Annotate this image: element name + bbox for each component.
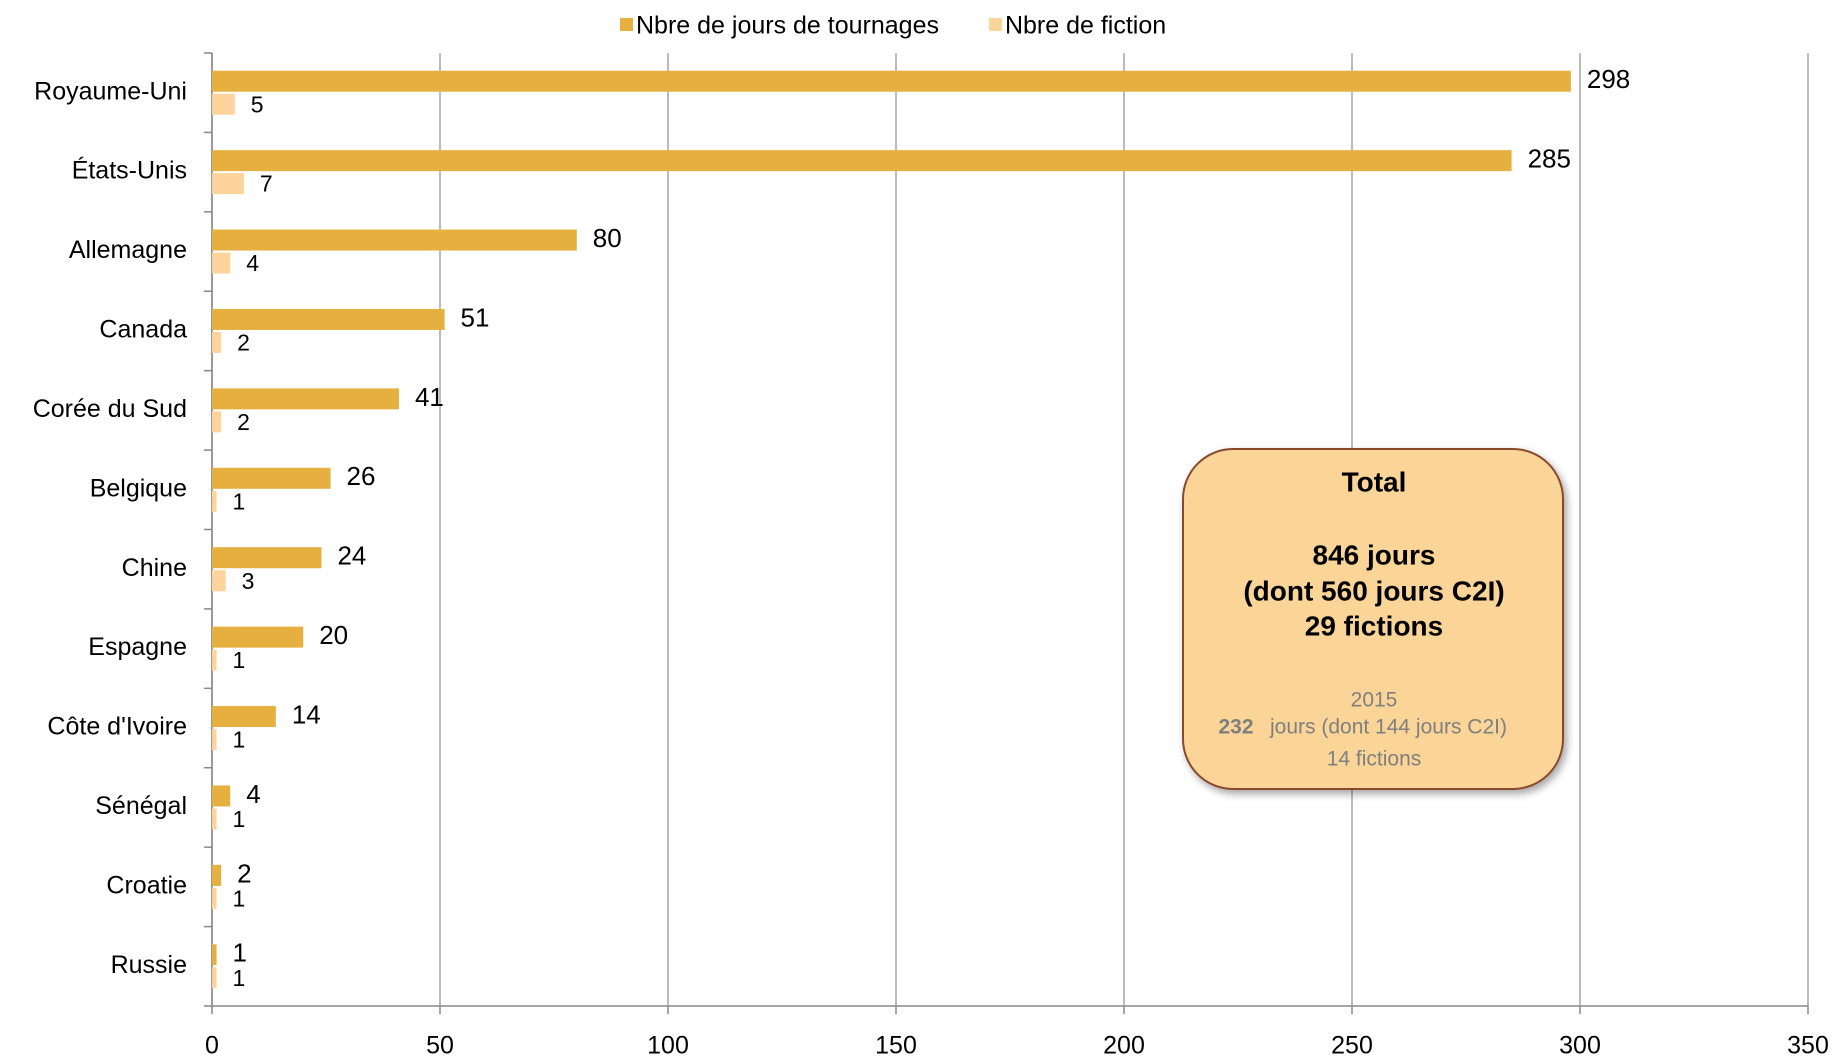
y-tick-label: États-Unis <box>72 156 187 185</box>
bar <box>212 308 445 330</box>
legend-swatch <box>988 18 1002 31</box>
value-label: 5 <box>251 91 264 117</box>
bar <box>212 808 217 830</box>
value-label: 2 <box>237 330 250 356</box>
value-label: 298 <box>1587 64 1630 94</box>
y-tick-label: Royaume-Uni <box>34 77 187 105</box>
annotation-days-detail: jours (dont 144 jours C2I) <box>1269 716 1507 739</box>
value-label: 2 <box>237 409 250 435</box>
bar <box>212 150 1512 172</box>
annotation-line: 29 fictions <box>1305 610 1443 641</box>
value-label: 3 <box>242 568 255 594</box>
value-label: 4 <box>246 250 259 276</box>
bar <box>212 173 244 195</box>
bar <box>212 706 276 728</box>
x-tick-label: 300 <box>1559 1032 1601 1060</box>
bar <box>212 967 217 989</box>
annotation-line: 846 jours <box>1313 539 1436 570</box>
x-tick-label: 0 <box>205 1032 219 1060</box>
bar <box>212 547 322 569</box>
bar <box>212 93 235 115</box>
y-tick-label: Espagne <box>88 633 187 661</box>
annotation-title: Total <box>1342 466 1407 497</box>
value-label: 1 <box>233 488 246 514</box>
value-label: 20 <box>319 620 348 650</box>
x-tick-label: 50 <box>426 1032 454 1060</box>
value-label: 1 <box>233 938 247 968</box>
value-label: 1 <box>233 885 246 911</box>
value-label: 285 <box>1528 144 1571 174</box>
bar <box>212 864 222 886</box>
value-label: 24 <box>337 541 366 571</box>
y-tick-label: Russie <box>111 951 187 979</box>
value-label: 51 <box>461 302 490 332</box>
annotation-box <box>1182 448 1564 790</box>
x-tick-label: 250 <box>1331 1032 1373 1060</box>
value-label: 14 <box>292 699 321 729</box>
y-tick-label: Allemagne <box>69 236 187 264</box>
bar <box>212 331 222 353</box>
bar <box>212 626 304 648</box>
bar <box>212 944 217 966</box>
annotation: Total 846 jours (dont 560 jours C2I) 29 … <box>1182 448 1564 790</box>
bar <box>212 388 399 410</box>
value-label: 26 <box>347 461 376 491</box>
x-tick-label: 150 <box>875 1032 917 1060</box>
bar <box>212 887 217 909</box>
legend-swatch <box>620 18 633 31</box>
value-label: 2 <box>237 858 251 888</box>
bar <box>212 229 577 251</box>
bar <box>212 785 231 807</box>
bar <box>212 649 217 671</box>
x-tick-label: 100 <box>647 1032 689 1060</box>
y-tick-label: Côte d'Ivoire <box>47 713 187 741</box>
value-label: 7 <box>260 171 273 197</box>
y-tick-label: Chine <box>122 554 187 582</box>
y-tick-label: Belgique <box>90 474 187 502</box>
value-label: 80 <box>593 223 622 253</box>
value-label: 41 <box>415 382 444 412</box>
legend-label: Nbre de fiction <box>1005 12 1166 40</box>
bar <box>212 411 222 433</box>
value-label: 1 <box>233 965 246 991</box>
y-tick-label: Canada <box>99 316 187 344</box>
annotation-fictions: 14 fictions <box>1327 748 1422 771</box>
value-label: 1 <box>233 727 246 753</box>
value-label: 1 <box>233 806 246 832</box>
bar <box>212 252 231 274</box>
bar <box>212 467 331 489</box>
annotation-days: 232 <box>1218 716 1253 739</box>
legend-label: Nbre de jours de tournages <box>636 12 939 40</box>
y-tick-label: Corée du Sud <box>33 395 187 423</box>
y-tick-label: Sénégal <box>95 792 187 820</box>
bar <box>212 570 226 592</box>
annotation-year: 2015 <box>1351 689 1398 712</box>
bar <box>212 490 217 512</box>
x-tick-label: 350 <box>1787 1032 1829 1060</box>
bar <box>212 729 217 751</box>
value-label: 4 <box>246 779 260 809</box>
y-tick-label: Croatie <box>106 871 187 899</box>
bar <box>212 70 1571 92</box>
value-label: 1 <box>233 647 246 673</box>
x-tick-label: 200 <box>1103 1032 1145 1060</box>
annotation-line: (dont 560 jours C2I) <box>1243 575 1504 606</box>
